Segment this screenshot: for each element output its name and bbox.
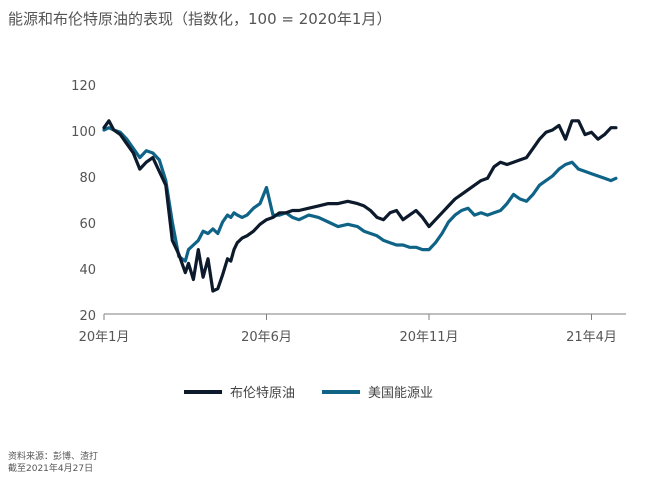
series-lines — [102, 119, 618, 293]
y-tick-label: 120 — [71, 79, 96, 94]
legend-label: 布伦特原油 — [230, 386, 295, 401]
y-tick-label: 100 — [71, 125, 96, 140]
source-note: 资料来源：彭博、渣打 — [8, 452, 99, 462]
legend: 布伦特原油 美国能源业 — [184, 386, 433, 401]
y-axis: 20 40 60 80 100 120 — [71, 79, 96, 324]
x-tick-label: 20年6月 — [241, 330, 292, 345]
chart-title: 能源和布伦特原油的表现（指数化，100 = 2020年1月） — [8, 10, 392, 28]
y-tick-label: 40 — [79, 263, 96, 278]
series-line — [102, 126, 618, 263]
x-tick-label: 20年1月 — [79, 330, 130, 345]
x-tick-label: 21年4月 — [566, 330, 617, 345]
y-tick-label: 20 — [79, 309, 96, 324]
x-axis: 20年1月 20年6月 20年11月 21年4月 — [79, 313, 626, 345]
y-tick-label: 80 — [79, 171, 96, 186]
y-tick-label: 60 — [79, 217, 96, 232]
as-of-note: 截至2021年4月27日 — [8, 464, 94, 474]
legend-label: 美国能源业 — [368, 386, 433, 401]
x-tick-label: 20年11月 — [399, 330, 458, 345]
series-line — [102, 119, 618, 293]
